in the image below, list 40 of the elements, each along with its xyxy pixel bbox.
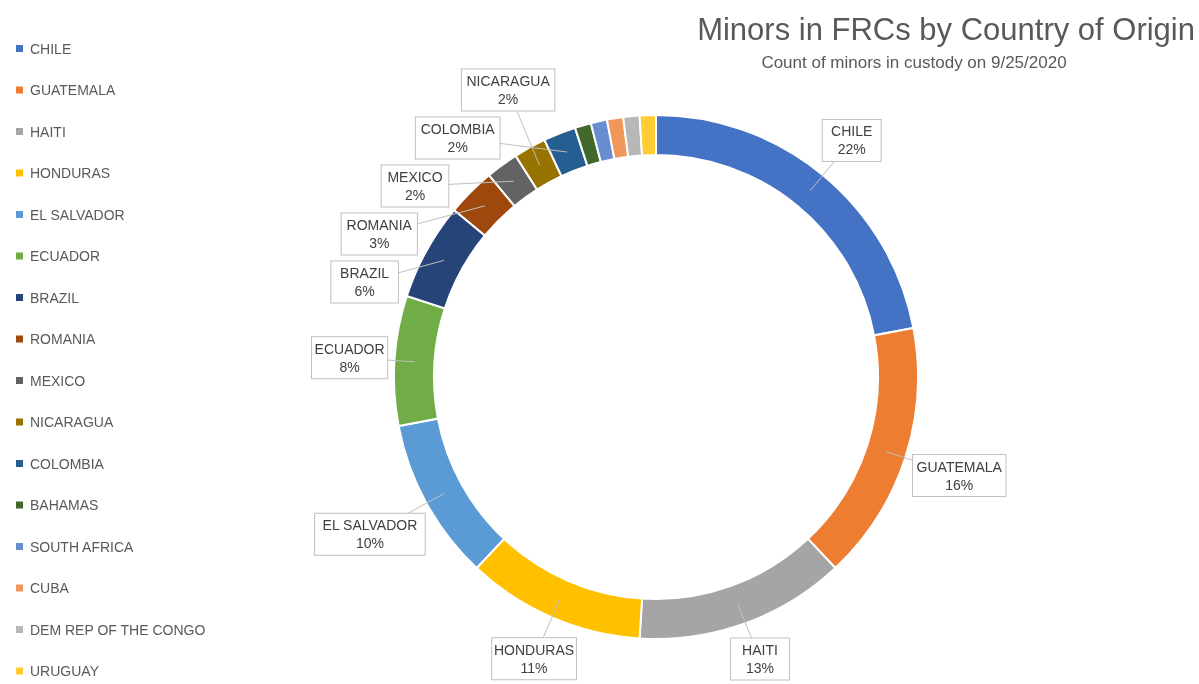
slice-label: MEXICO <box>387 169 443 185</box>
legend-label: COLOMBIA <box>30 455 105 472</box>
legend-label: DEM REP OF THE CONGO <box>30 621 206 638</box>
slice-label: ECUADOR <box>314 340 385 357</box>
data-label: 8% <box>339 358 360 375</box>
legend-label: SOUTH AFRICA <box>30 538 135 555</box>
legend-label: HAITI <box>30 123 66 140</box>
legend-label: GUATEMALA <box>30 82 116 99</box>
data-label: 13% <box>745 660 775 676</box>
data-label: 22% <box>837 141 866 158</box>
legend-label: CUBA <box>30 580 70 597</box>
legend-label: HONDURAS <box>30 165 111 182</box>
text: Count of minors in custody on 9/25/2020 <box>761 53 1067 72</box>
data-label: 10% <box>355 535 384 552</box>
data-label: 16% <box>945 476 974 493</box>
slice-label: GUATEMALA <box>916 458 1003 475</box>
legend-label: NICARAGUA <box>30 414 114 431</box>
slice-label: NICARAGUA <box>466 73 551 89</box>
slice-label: COLOMBIA <box>420 121 496 137</box>
slice-label: EL SALVADOR <box>322 517 418 534</box>
data-label: 2% <box>497 91 519 107</box>
data-label: 2% <box>447 139 468 155</box>
slice-label: ROMANIA <box>346 217 413 233</box>
data-label: 11% <box>520 659 548 676</box>
chart-title: Minors in FRCs by Country of Origin <box>697 12 1195 47</box>
data-label: 2% <box>404 187 426 203</box>
legend-label: BRAZIL <box>30 289 80 306</box>
legend-label: CHILE <box>30 40 72 57</box>
slice-label: HAITI <box>742 642 778 658</box>
slice-label: CHILE <box>831 123 873 140</box>
legend-label: MEXICO <box>30 372 86 389</box>
slice-label: HONDURAS <box>494 641 575 658</box>
legend-label: URUGUAY <box>30 663 100 680</box>
data-label: 6% <box>354 283 375 299</box>
data-label: 3% <box>369 235 390 251</box>
legend-label: BAHAMAS <box>30 497 99 514</box>
legend-label: EL SALVADOR <box>30 206 125 223</box>
slice-label: BRAZIL <box>340 265 390 281</box>
legend-label: ECUADOR <box>30 248 101 265</box>
legend-label: ROMANIA <box>30 331 96 348</box>
